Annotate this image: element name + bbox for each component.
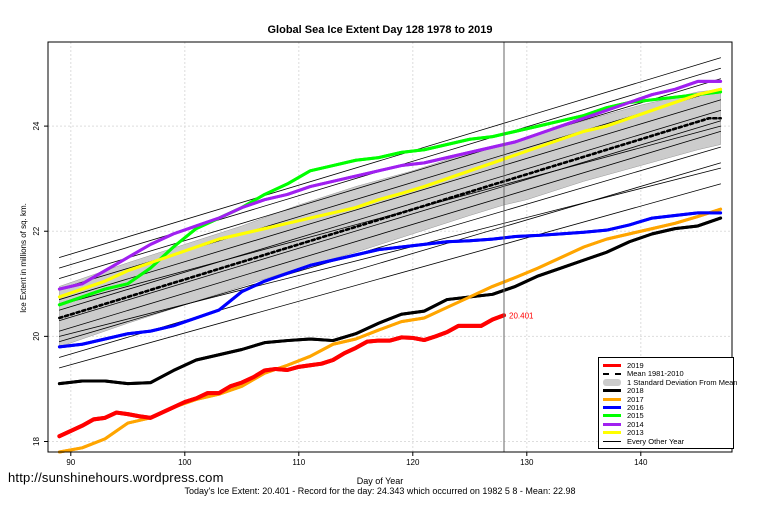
series-line (59, 146, 721, 343)
series-line (59, 162, 721, 358)
legend-label: 2013 (627, 428, 644, 438)
legend-item: 2014 (603, 420, 644, 429)
x-tick-label: 110 (292, 458, 305, 467)
series-line (59, 125, 721, 306)
x-tick-label: 130 (520, 458, 534, 467)
x-axis-label: Day of Year (356, 476, 404, 486)
y-tick-label: 20 (32, 331, 41, 340)
legend-swatch (603, 397, 621, 401)
series-line-mean-1981-2010 (58, 116, 722, 320)
legend-item: 2013 (603, 428, 644, 437)
series-line (59, 78, 721, 279)
series-line (59, 130, 721, 332)
legend-label: 1 Standard Deviation From Mean (627, 377, 738, 387)
series-line (59, 109, 721, 311)
x-tick-label: 140 (634, 458, 648, 467)
legend-swatch (603, 363, 621, 368)
series-line-2019 (57, 313, 506, 439)
std-band-area (59, 89, 721, 348)
series-line-2013 (57, 87, 723, 299)
legend-swatch (603, 406, 621, 409)
x-tick-label: 120 (406, 458, 420, 467)
legend-label: 2019 (627, 361, 644, 370)
legend-label: 2015 (627, 411, 644, 421)
legend-item: Mean 1981-2010 (603, 369, 684, 378)
series-line (59, 57, 721, 258)
legend-label: Every Other Year (627, 436, 685, 446)
legend-swatch (603, 372, 621, 375)
legend-item: 2018 (603, 386, 644, 395)
legend-swatch (603, 431, 621, 435)
legend-label: 2014 (627, 419, 644, 429)
chart-title: Global Sea Ice Extent Day 128 1978 to 20… (267, 24, 493, 36)
legend-label: 2017 (627, 394, 644, 404)
legend-swatch (603, 378, 621, 386)
series-line (59, 120, 721, 321)
series-line-2014 (57, 79, 723, 291)
highlighted-years-lines (57, 79, 723, 454)
other-years-lines (59, 57, 721, 369)
legend-item: 2019 (603, 361, 644, 370)
y-tick-label: 22 (32, 226, 41, 235)
std-band (59, 89, 721, 348)
y-tick-label: 18 (32, 436, 41, 445)
legend-item: Every Other Year (603, 437, 684, 446)
legend-label: 2016 (627, 403, 644, 412)
legend-item: 2015 (603, 411, 644, 420)
legend-swatch (603, 422, 621, 426)
y-axis-label: Ice Extent in millions of sq. km. (19, 203, 28, 313)
series-line-2016 (57, 211, 723, 349)
y-tick-label: 24 (32, 121, 41, 130)
legend-item: 2017 (603, 395, 644, 404)
legend-swatch (603, 389, 621, 393)
footer-stats: Today's Ice Extent: 20.401 - Record for … (184, 486, 576, 496)
legend-swatch (603, 414, 621, 418)
plot-frame (47, 41, 733, 453)
legend-label: 2018 (627, 386, 644, 396)
legend-item: 2016 (603, 403, 644, 412)
series-line-2018 (57, 216, 723, 386)
series-line (59, 99, 721, 300)
legend-swatch (603, 440, 621, 442)
x-tick-label: 100 (178, 458, 192, 467)
legend-label: Mean 1981-2010 (627, 369, 684, 379)
axes-ticks: 90 100 110 120 130 140 18 20 22 24 (32, 121, 648, 467)
site-url[interactable]: http://sunshinehours.wordpress.com (8, 470, 224, 485)
series-line (59, 183, 721, 369)
legend-item: 1 Standard Deviation From Mean (603, 378, 737, 387)
x-tick-label: 90 (66, 458, 75, 467)
current-value-label: 20.401 (509, 311, 534, 320)
legend: 2019 Mean 1981-2010 1 Standard Deviation F… (598, 357, 737, 449)
series-line (59, 167, 721, 337)
series-line-2015 (57, 90, 723, 307)
